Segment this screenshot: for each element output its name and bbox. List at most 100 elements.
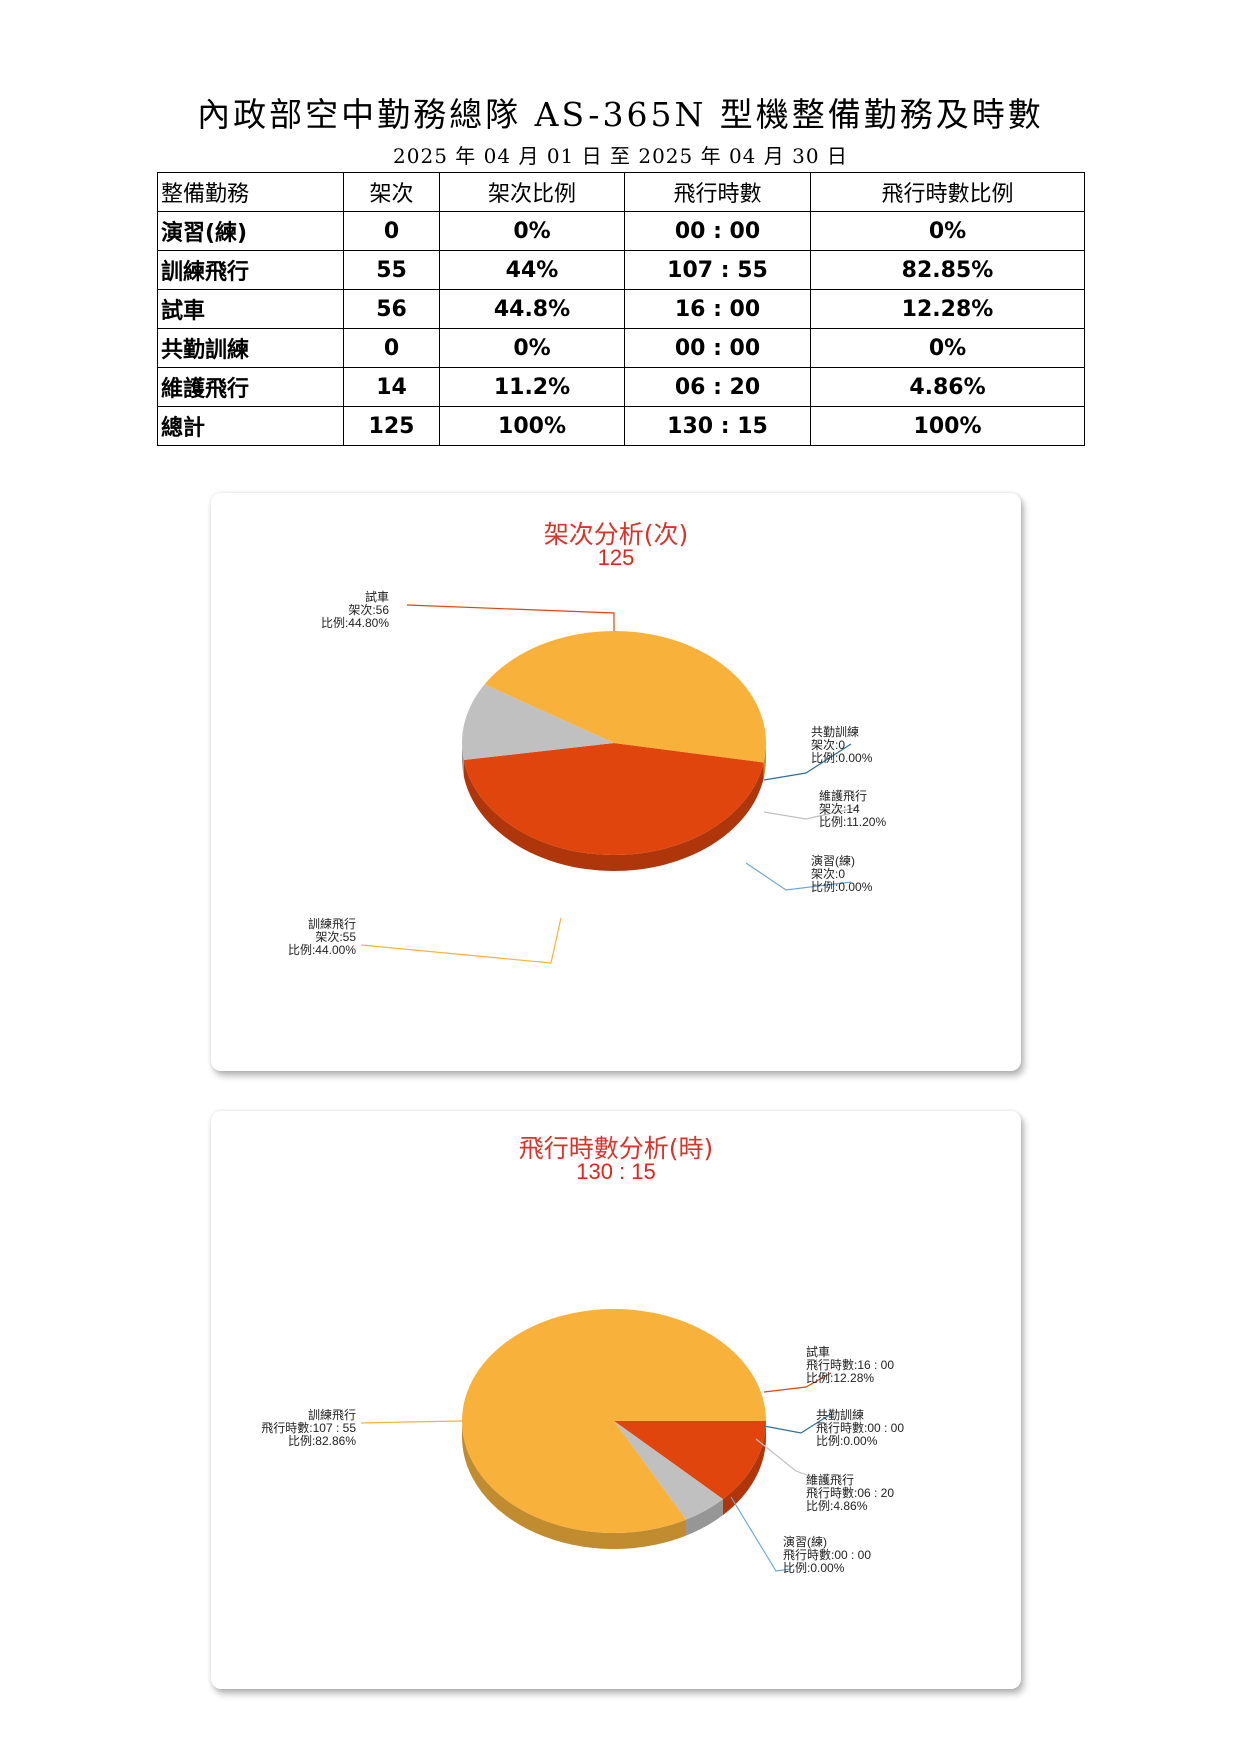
pie-label-line: 演習(練) — [811, 853, 855, 868]
pie-slice-side — [686, 1499, 723, 1536]
cell-sorties: 56 — [343, 289, 440, 329]
pie-label-line: 比例:4.86% — [806, 1499, 868, 1513]
pie-callout-line — [763, 1372, 832, 1393]
pie-data-label: 試車飛行時數:16 : 00 比例:12.28% — [806, 1344, 894, 1385]
sortie-analysis-chart-card: 架次分析(次) 125 試車架次:56 比例:44.80% 共勤訓練架次:0 比例:0… — [211, 493, 1021, 1071]
pie-callout-line — [406, 604, 615, 631]
table-row: 維護飛行 14 11.2% 06 : 20 4.86% — [157, 367, 1085, 407]
pie-label-line: 飛行時數:00 : 00 — [783, 1548, 871, 1562]
cell-flight-hours: 130 : 15 — [624, 406, 811, 446]
table-row: 演習(練) 0 0% 00 : 00 0% — [157, 211, 1085, 251]
cell-sortie-ratio: 11.2% — [439, 367, 625, 407]
cell-flight-hours: 16 : 00 — [624, 289, 811, 329]
cell-duty: 共勤訓練 — [157, 328, 344, 368]
pie-slice-side — [763, 743, 766, 779]
pie-label-line: 比例:0.00% — [811, 880, 873, 894]
pie-data-label: 訓練飛行飛行時數:107 : 55 比例:82.86% — [261, 1407, 356, 1448]
pie-label-line: 維護飛行 — [806, 1472, 854, 1487]
cell-hours-ratio: 4.86% — [810, 367, 1085, 407]
cell-flight-hours: 00 : 00 — [624, 211, 811, 251]
flight-hours-pie-chart: 試車飛行時數:16 : 00 比例:12.28%共勤訓練飛行時數:00 : 00 比… — [261, 1309, 904, 1575]
pie-label-line: 架次:0 — [811, 867, 845, 881]
pie-callout-line — [730, 1496, 792, 1572]
pie-label-line: 共勤訓練 — [816, 1407, 864, 1422]
pie-data-label: 演習(練)架次:0 比例:0.00% — [811, 853, 873, 894]
table-total-row: 總計 125 100% 130 : 15 100% — [157, 406, 1085, 446]
pie-data-label: 維護飛行架次:14 比例:11.20% — [819, 788, 886, 829]
pie-label-line: 架次:0 — [811, 738, 845, 752]
pie-data-label: 維護飛行飛行時數:06 : 20 比例:4.86% — [806, 1472, 894, 1513]
pie-callout-line — [360, 1420, 464, 1424]
col-header-sortie-ratio: 架次比例 — [439, 172, 625, 212]
pie-label-line: 訓練飛行 — [308, 1407, 356, 1422]
cell-sorties: 0 — [343, 211, 440, 251]
col-header-sorties: 架次 — [343, 172, 440, 212]
cell-sorties: 55 — [343, 250, 440, 290]
pie-callout-line — [763, 1413, 832, 1434]
chart-title: 飛行時數分析(時) — [518, 1134, 714, 1163]
cell-hours-ratio: 0% — [810, 211, 1085, 251]
pie-data-label: 共勤訓練架次:0 比例:0.00% — [811, 724, 873, 765]
table-row: 試車 56 44.8% 16 : 00 12.28% — [157, 289, 1085, 329]
pie-label-line: 訓練飛行 — [308, 916, 356, 931]
cell-duty: 演習(練) — [157, 211, 344, 251]
pie-label-line: 飛行時數:00 : 00 — [816, 1421, 904, 1435]
table-row: 訓練飛行 55 44% 107 : 55 82.85% — [157, 250, 1085, 290]
cell-flight-hours: 06 : 20 — [624, 367, 811, 407]
pie-callout-line — [763, 743, 852, 781]
chart-title: 架次分析(次) — [543, 520, 689, 549]
chart-total: 130 : 15 — [576, 1159, 656, 1184]
pie-label-line: 比例:11.20% — [819, 815, 886, 829]
cell-hours-ratio: 12.28% — [810, 289, 1085, 329]
col-header-hours-ratio: 飛行時數比例 — [810, 172, 1085, 212]
pie-label-line: 比例:0.00% — [811, 751, 873, 765]
pie-slice — [484, 631, 766, 763]
pie-slice — [462, 1309, 766, 1533]
cell-sorties: 14 — [343, 367, 440, 407]
pie-label-line: 飛行時數:107 : 55 — [261, 1421, 356, 1435]
pie-data-label: 演習(練)飛行時數:00 : 00 比例:0.00% — [783, 1534, 871, 1575]
pie-label-line: 維護飛行 — [819, 788, 867, 803]
pie-label-line: 比例:44.00% — [288, 943, 356, 957]
pie-label-line: 比例:0.00% — [783, 1561, 845, 1575]
cell-sorties: 125 — [343, 406, 440, 446]
col-header-flight-hours: 飛行時數 — [624, 172, 811, 212]
cell-flight-hours: 107 : 55 — [624, 250, 811, 290]
pie-callout-line — [360, 917, 562, 964]
chart-total: 125 — [597, 545, 635, 570]
pie-slice — [614, 1421, 766, 1500]
pie-slice — [614, 1421, 723, 1520]
pie-label-line: 架次:14 — [819, 802, 860, 816]
table-row: 共勤訓練 0 0% 00 : 00 0% — [157, 328, 1085, 368]
duty-summary-table: 整備勤務 架次 架次比例 飛行時數 飛行時數比例 演習(練) 0 0% 00 :… — [157, 172, 1085, 446]
cell-flight-hours: 00 : 00 — [624, 328, 811, 368]
cell-sortie-ratio: 0% — [439, 211, 625, 251]
pie-label-line: 演習(練) — [783, 1534, 827, 1549]
pie-slice — [463, 743, 764, 856]
pie-slice-side — [462, 743, 464, 776]
pie-slice-side — [463, 759, 764, 872]
cell-duty: 訓練飛行 — [157, 250, 344, 290]
pie-label-line: 比例:44.80% — [321, 616, 389, 630]
pie-data-label: 共勤訓練飛行時數:00 : 00 比例:0.00% — [816, 1407, 904, 1448]
pie-label-line: 比例:82.86% — [288, 1434, 356, 1448]
pie-slice-side — [722, 1421, 766, 1516]
pie-callout-line — [763, 806, 860, 820]
cell-sorties: 0 — [343, 328, 440, 368]
pie-label-line: 飛行時數:16 : 00 — [806, 1358, 894, 1372]
pie-label-line: 比例:0.00% — [816, 1434, 878, 1448]
cell-duty: 維護飛行 — [157, 367, 344, 407]
cell-duty: 總計 — [157, 406, 344, 446]
col-header-duty: 整備勤務 — [157, 172, 344, 212]
pie-label-line: 架次:55 — [315, 930, 356, 944]
pie-data-label: 訓練飛行架次:55 比例:44.00% — [288, 916, 356, 957]
flight-hours-analysis-chart-card: 飛行時數分析(時) 130 : 15 試車飛行時數:16 : 00 比例:12.2… — [211, 1111, 1021, 1689]
report-date-range: 2025 年 04 月 01 日 至 2025 年 04 月 30 日 — [393, 144, 848, 168]
cell-duty: 試車 — [157, 289, 344, 329]
cell-sortie-ratio: 100% — [439, 406, 625, 446]
pie-callout-line — [745, 862, 852, 891]
pie-label-line: 架次:56 — [348, 603, 389, 617]
pie-slice — [462, 684, 614, 760]
pie-data-label: 試車架次:56 比例:44.80% — [321, 589, 389, 630]
pie-label-line: 共勤訓練 — [811, 724, 859, 739]
